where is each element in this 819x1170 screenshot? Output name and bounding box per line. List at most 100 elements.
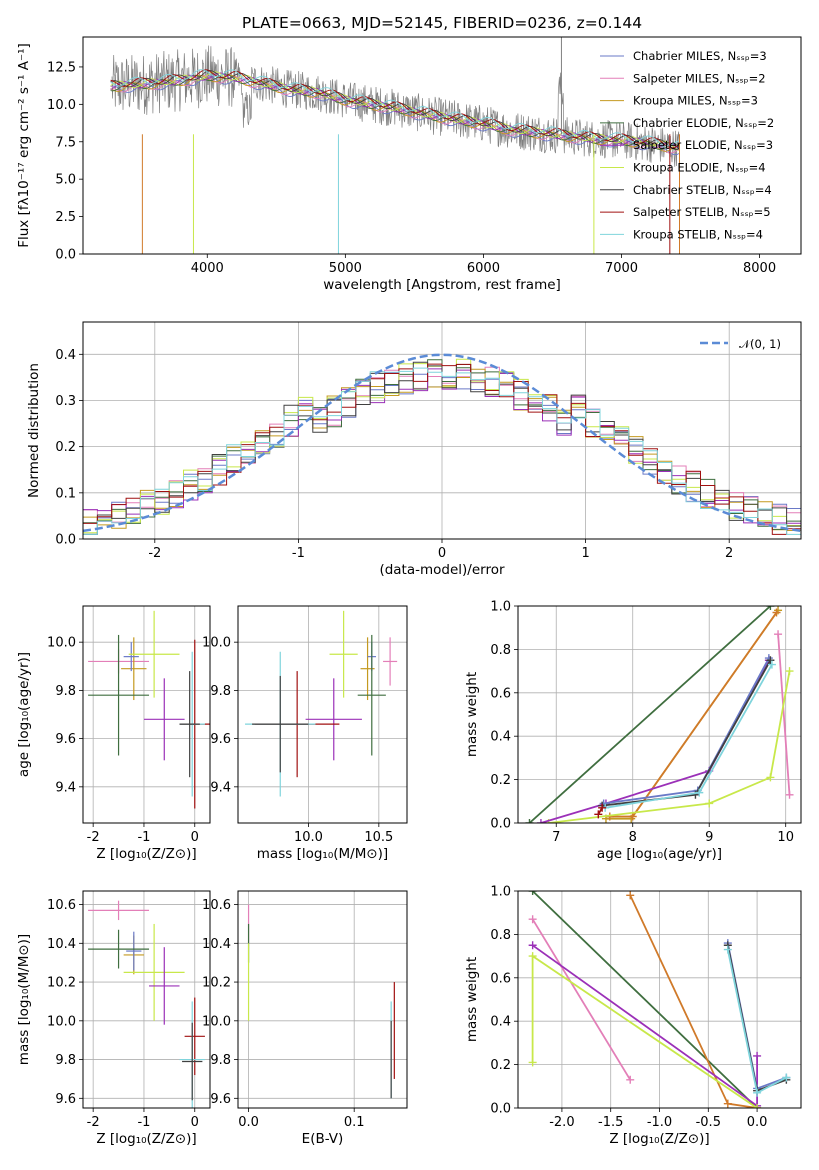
axes-frame <box>82 36 802 255</box>
y-axis-label: Flux [fλ10⁻¹⁷ erg cm⁻² s⁻¹ A⁻¹] <box>16 43 32 248</box>
x-tick-label: -1.0 <box>647 1115 672 1130</box>
legend-label: Salpeter MILES, Nₛₛₚ=2 <box>633 71 766 85</box>
series-marker <box>785 667 794 676</box>
x-tick-label: 5000 <box>329 261 362 276</box>
series-line <box>531 891 758 1108</box>
series-line <box>531 954 758 1108</box>
model-spectrum <box>110 72 680 149</box>
model-spectrum <box>110 70 680 150</box>
data-point-errorbar <box>252 675 309 773</box>
data-point-errorbar <box>149 947 180 1025</box>
data-point-errorbar <box>126 931 142 971</box>
series-marker <box>528 1058 537 1067</box>
series-marker <box>528 941 537 950</box>
x-axis-label: age [log₁₀(age/yr)] <box>597 846 722 862</box>
axes-mass-vs-Z: -2 -1 0 9.6 9.8 10.0 10.2 10.4 10.6 Z [log₁₀(Z/Z⊙… <box>16 890 211 1147</box>
axes-mass-vs-ebv: 0.0 0.1 9.6 9.8 10.0 10.2 10.4 10.6 E(B-V) <box>202 890 408 1147</box>
axes-residuals: -2 -1 0 1 2 0.0 0.1 0.2 0.3 0.4 (data-model)/error… <box>26 321 802 578</box>
model-spectrum <box>110 69 680 149</box>
series-marker <box>598 803 607 812</box>
x-tick-label: 0 <box>191 1115 199 1130</box>
x-tick-label: 0.0 <box>238 1115 259 1130</box>
y-tick-label: 9.8 <box>55 1053 76 1068</box>
series-marker <box>785 790 794 799</box>
series-marker <box>766 606 775 610</box>
model-spectrum <box>110 69 680 147</box>
y-tick-label: 9.8 <box>55 684 76 699</box>
data-point-errorbar <box>143 678 185 761</box>
series-marker <box>628 812 637 821</box>
series-marker <box>772 608 781 617</box>
mass-weight-series <box>528 891 762 1108</box>
series-marker <box>626 1075 635 1084</box>
series-marker <box>536 819 545 823</box>
y-axis-label: mass [log₁₀(M/M⊙)] <box>16 934 32 1065</box>
series-line <box>528 606 772 823</box>
x-tick-label: -2 <box>148 546 161 561</box>
series-marker <box>528 891 537 895</box>
mass-weight-series <box>528 952 762 1108</box>
legend: Chabrier MILES, Nₛₛₚ=3 Salpeter MILES, Nₛ… <box>600 49 774 241</box>
y-tick-label: 10.0 <box>47 98 76 113</box>
series-line <box>531 918 631 1081</box>
series-marker <box>528 915 537 924</box>
x-tick-label: 2 <box>725 546 733 561</box>
y-tick-label: 12.5 <box>47 60 76 75</box>
series-marker <box>766 656 775 665</box>
x-tick-label: 8 <box>629 830 637 845</box>
series-marker <box>626 891 635 900</box>
series-marker <box>705 799 714 808</box>
y-tick-label: 0.8 <box>490 928 511 943</box>
x-tick-label: 0 <box>438 546 446 561</box>
data-point-errorbar <box>383 637 398 686</box>
series-marker <box>594 810 603 819</box>
legend-label: Kroupa STELIB, Nₛₛₚ=4 <box>633 227 763 241</box>
y-tick-label: 0.1 <box>55 486 76 501</box>
axes-massweight-vs-age: 7 8 9 10 0.0 0.2 0.4 0.6 0.8 1.0 age [log₁₀(age/yr… <box>464 600 802 862</box>
y-tick-label: 9.6 <box>55 1092 76 1107</box>
legend-label: Chabrier ELODIE, Nₛₛₚ=2 <box>633 116 774 130</box>
data-point-errorbar <box>182 1022 203 1101</box>
y-tick-label: 0.6 <box>490 971 511 986</box>
series-line <box>777 634 791 795</box>
plot-area <box>245 610 398 797</box>
series-line <box>606 609 779 820</box>
axes-frame <box>237 890 408 1109</box>
residual-histogram <box>83 363 801 535</box>
plot-area <box>88 610 210 809</box>
series-marker <box>782 1073 791 1082</box>
series-marker <box>753 1088 762 1097</box>
y-tick-label: 0.6 <box>490 686 511 701</box>
y-tick-label: 0.8 <box>490 643 511 658</box>
axes-frame <box>82 321 802 540</box>
data-point-errorbar <box>179 671 200 778</box>
series-line <box>548 670 791 823</box>
x-tick-label: -1 <box>292 546 305 561</box>
data-point-errorbar <box>88 929 150 969</box>
y-tick-label: 0.4 <box>490 730 511 745</box>
y-tick-label: 0.4 <box>490 1015 511 1030</box>
x-axis-label: Z [log₁₀(Z/Z⊙)] <box>96 846 196 862</box>
legend: 𝒩(0, 1) <box>700 337 781 351</box>
normal-curve <box>83 353 801 533</box>
y-tick-label: 9.4 <box>55 780 76 795</box>
y-tick-label: 1.0 <box>490 885 511 900</box>
residual-histogram <box>83 367 801 535</box>
y-tick-label: 9.8 <box>210 684 231 699</box>
x-tick-label: 8000 <box>743 261 776 276</box>
mass-weight-series <box>774 630 794 799</box>
mass-weight-series <box>723 945 791 1097</box>
axes-frame <box>517 605 802 824</box>
data-point-errorbar <box>128 610 180 698</box>
data-point-errorbar <box>123 642 139 672</box>
y-tick-label: 9.6 <box>55 732 76 747</box>
data-point-errorbar <box>88 900 150 921</box>
legend-label: 𝒩(0, 1) <box>739 337 781 351</box>
mass-weight-series <box>528 941 762 1108</box>
x-tick-label: -2.0 <box>549 1115 574 1130</box>
y-tick-label: 10.4 <box>47 937 76 952</box>
mass-weight-series <box>594 803 607 819</box>
data-point-errorbar <box>329 610 358 698</box>
y-tick-label: 10.0 <box>202 1014 231 1029</box>
